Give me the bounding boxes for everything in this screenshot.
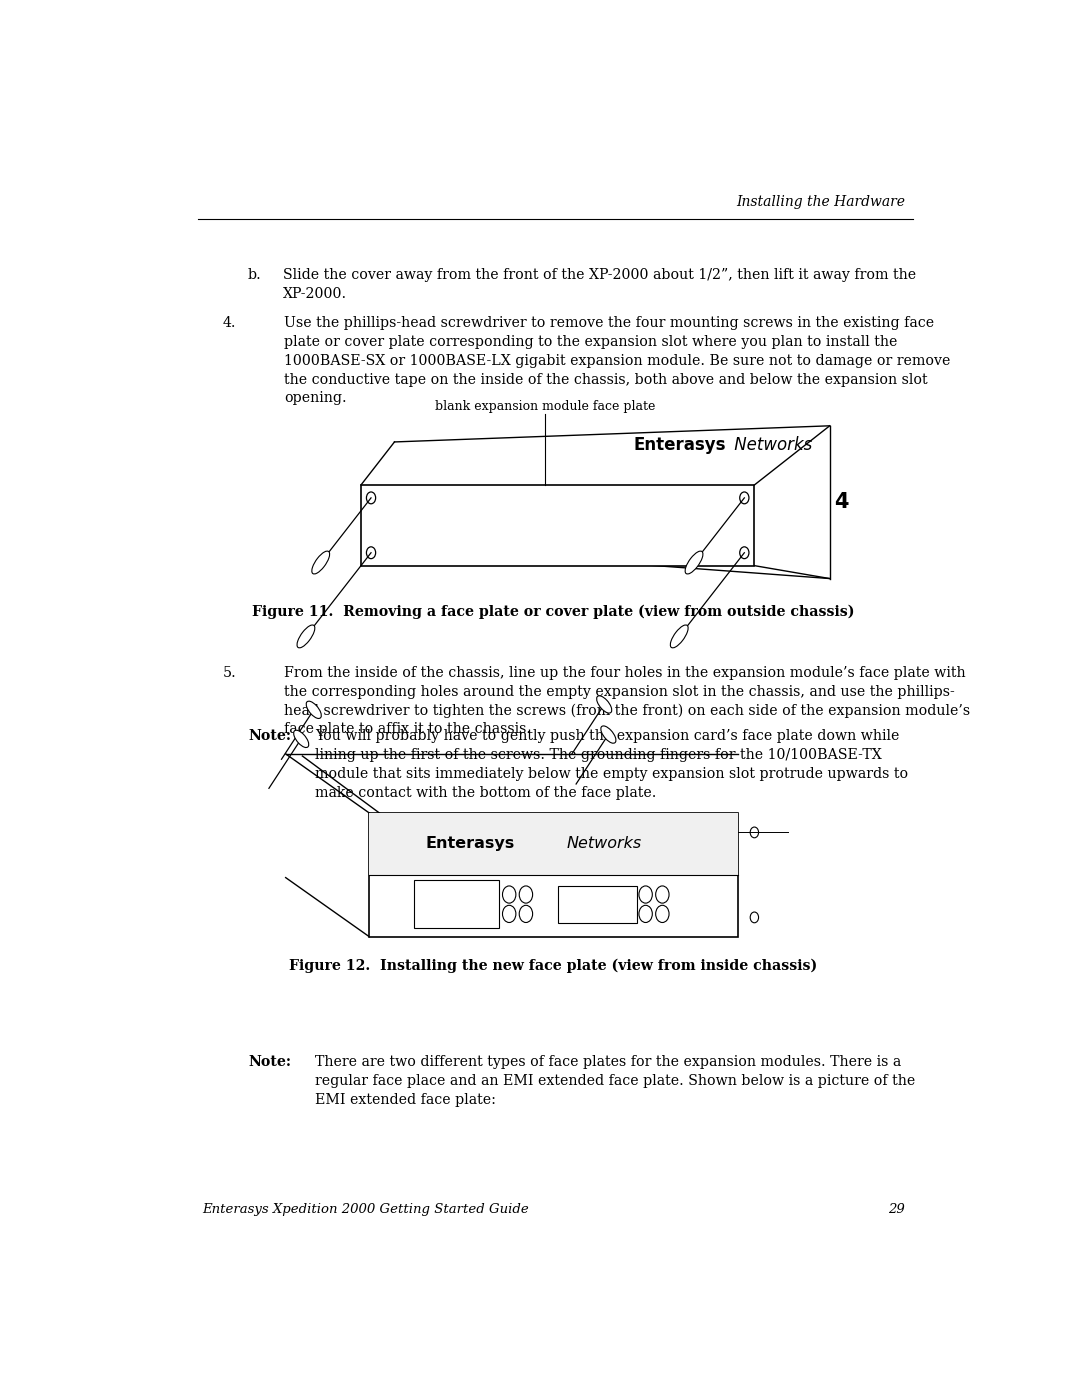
Text: face plate to affix it to the chassis.: face plate to affix it to the chassis. <box>284 722 531 736</box>
Text: Enterasys: Enterasys <box>633 436 726 454</box>
Text: EMI extended face plate:: EMI extended face plate: <box>315 1092 496 1106</box>
Text: head screwdriver to tighten the screws (from the front) on each side of the expa: head screwdriver to tighten the screws (… <box>284 703 970 718</box>
Text: 29: 29 <box>888 1203 905 1217</box>
Bar <box>414 880 499 928</box>
Text: Figure 12.  Installing the new face plate (view from inside chassis): Figure 12. Installing the new face plate… <box>289 958 818 972</box>
Text: blank expansion module face plate: blank expansion module face plate <box>435 400 656 414</box>
Text: Enterasys Xpedition 2000 Getting Started Guide: Enterasys Xpedition 2000 Getting Started… <box>202 1203 529 1217</box>
Text: You will probably have to gently push the expansion card’s face plate down while: You will probably have to gently push th… <box>315 729 900 743</box>
Text: There are two different types of face plates for the expansion modules. There is: There are two different types of face pl… <box>315 1055 901 1069</box>
Text: Enterasys: Enterasys <box>426 837 514 852</box>
Ellipse shape <box>671 624 688 648</box>
Ellipse shape <box>297 624 315 648</box>
Text: Installing the Hardware: Installing the Hardware <box>737 194 905 208</box>
Text: XP-2000.: XP-2000. <box>283 286 348 300</box>
Text: 5.: 5. <box>222 666 237 680</box>
Bar <box>369 813 738 937</box>
Text: Figure 11.  Removing a face plate or cover plate (view from outside chassis): Figure 11. Removing a face plate or cove… <box>253 605 854 619</box>
Bar <box>361 485 754 566</box>
Text: Slide the cover away from the front of the XP-2000 about 1/2”, then lift it away: Slide the cover away from the front of t… <box>283 268 916 282</box>
Text: lining up the first of the screws. The grounding fingers for the 10/100BASE-TX: lining up the first of the screws. The g… <box>315 747 881 761</box>
Text: plate or cover plate corresponding to the expansion slot where you plan to insta: plate or cover plate corresponding to th… <box>284 335 897 349</box>
Text: the conductive tape on the inside of the chassis, both above and below the expan: the conductive tape on the inside of the… <box>284 373 928 387</box>
Text: Networks: Networks <box>566 837 642 852</box>
Text: module that sits immediately below the empty expansion slot protrude upwards to: module that sits immediately below the e… <box>315 767 908 781</box>
Text: 4.: 4. <box>222 316 237 330</box>
Text: b.: b. <box>248 268 261 282</box>
Text: From the inside of the chassis, line up the four holes in the expansion module’s: From the inside of the chassis, line up … <box>284 666 966 680</box>
Bar <box>557 886 637 923</box>
Text: Use the phillips-head screwdriver to remove the four mounting screws in the exis: Use the phillips-head screwdriver to rem… <box>284 316 934 330</box>
Ellipse shape <box>294 731 309 747</box>
Bar <box>369 813 738 875</box>
Text: Note:: Note: <box>248 1055 291 1069</box>
Text: 4: 4 <box>834 492 849 513</box>
Text: Networks: Networks <box>729 436 812 454</box>
Text: 1000BASE-SX or 1000BASE-LX gigabit expansion module. Be sure not to damage or re: 1000BASE-SX or 1000BASE-LX gigabit expan… <box>284 353 950 367</box>
Ellipse shape <box>307 701 322 718</box>
Ellipse shape <box>596 696 611 712</box>
Ellipse shape <box>600 726 616 743</box>
Ellipse shape <box>312 550 329 574</box>
Text: the corresponding holes around the empty expansion slot in the chassis, and use : the corresponding holes around the empty… <box>284 685 955 698</box>
Text: regular face place and an EMI extended face plate. Shown below is a picture of t: regular face place and an EMI extended f… <box>315 1074 915 1088</box>
Text: Note:: Note: <box>248 729 291 743</box>
Text: opening.: opening. <box>284 391 347 405</box>
Ellipse shape <box>685 550 703 574</box>
Text: make contact with the bottom of the face plate.: make contact with the bottom of the face… <box>315 785 657 799</box>
